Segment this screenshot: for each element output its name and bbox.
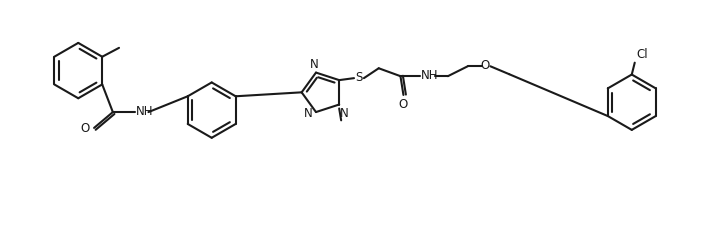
Text: O: O bbox=[81, 122, 90, 135]
Text: N: N bbox=[310, 58, 318, 71]
Text: O: O bbox=[399, 98, 408, 111]
Text: Cl: Cl bbox=[637, 48, 649, 61]
Text: NH: NH bbox=[422, 69, 439, 82]
Text: N: N bbox=[340, 107, 349, 120]
Text: S: S bbox=[355, 71, 362, 84]
Text: N: N bbox=[304, 107, 313, 120]
Text: NH: NH bbox=[135, 105, 153, 118]
Text: O: O bbox=[481, 59, 490, 72]
